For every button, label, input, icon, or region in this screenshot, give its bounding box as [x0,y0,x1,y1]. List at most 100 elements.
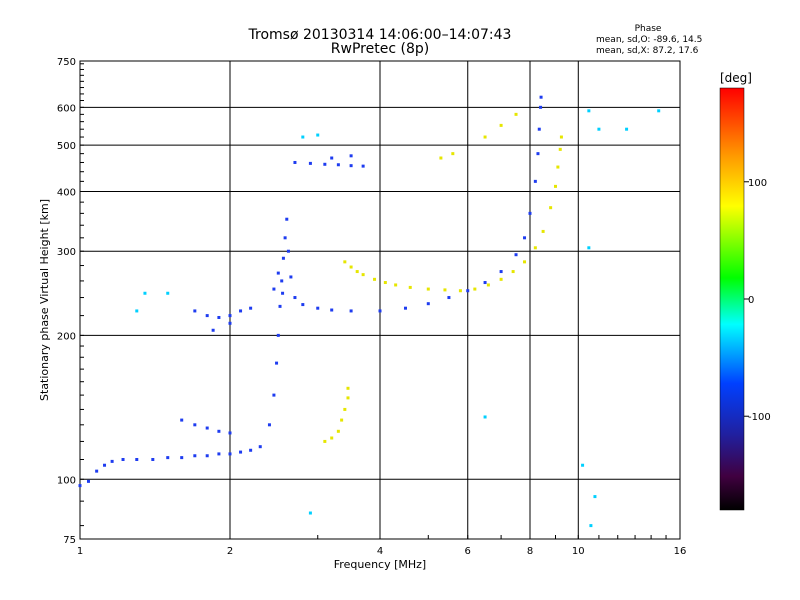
data-point [343,407,347,411]
data-point [272,287,276,291]
data-point [205,426,209,430]
data-point [625,127,629,131]
data-point [559,135,563,139]
data-point [587,109,591,113]
data-point [346,396,350,400]
data-point [549,206,553,210]
data-point [343,260,347,264]
data-point [308,511,312,515]
data-point [249,306,253,310]
data-point [447,296,451,300]
data-point [597,127,601,131]
data-point [349,265,353,269]
data-point [361,164,365,168]
data-point [483,415,487,419]
data-point [110,459,114,463]
colorbar-label: [deg] [720,71,752,85]
data-point [78,484,82,488]
x-tick-label: 1 [77,546,83,557]
data-point [211,328,215,332]
grid-lines [80,61,680,539]
data-point [239,450,243,454]
data-point [286,249,290,253]
y-tick-label: 200 [57,331,76,342]
data-point [280,279,284,283]
data-point [657,109,661,113]
data-point [330,156,334,160]
data-point [361,273,365,277]
data-point [217,315,221,319]
phase-stats-o: mean, sd,O: -89.6, 14.5 [596,35,702,45]
data-point [558,147,562,151]
x-tick-label: 4 [377,546,383,557]
data-point [514,253,518,257]
data-point [239,309,243,313]
data-point [383,281,387,285]
colorbar-tick-label: 0 [748,295,754,306]
data-point [528,211,532,215]
data-point [533,179,537,183]
data-point [135,309,139,313]
chart-title: Tromsø 20130314 14:06:00–14:07:43 [248,27,512,43]
data-point [593,495,597,499]
data-point [301,135,305,139]
y-tick-label: 100 [57,475,76,486]
colorbar-tick-label: 100 [748,178,767,189]
data-point [217,429,221,433]
data-point [281,256,285,260]
data-point [301,303,305,307]
data-point [289,275,293,279]
data-point [193,423,197,427]
data-point [180,418,184,422]
data-point [228,431,232,435]
data-point [316,306,320,310]
data-point [581,463,585,467]
data-point [276,271,280,275]
y-tick-label: 400 [57,187,76,198]
colorbar-tick-label: -100 [748,412,771,423]
data-point [166,291,170,295]
data-point [205,314,209,318]
data-point [499,123,503,127]
data-point [180,456,184,460]
data-point [426,287,430,291]
data-point [272,393,276,397]
data-point [275,361,279,365]
data-point [336,163,340,167]
x-tick-label: 6 [465,546,471,557]
data-point [553,184,557,188]
data-point [249,448,253,452]
data-point [86,479,90,483]
series-x-mode-trace [323,112,563,443]
y-tick-label: 300 [57,247,76,258]
data-point [217,452,221,456]
data-point [166,456,170,460]
data-point [403,306,407,310]
data-point [121,457,125,461]
y-tick-label: 75 [63,535,76,546]
y-axis-label: Stationary phase Virtual Height [km] [38,199,51,401]
data-point [330,308,334,312]
data-point [323,439,327,443]
data-point [443,288,447,292]
x-tick-label: 10 [572,546,585,557]
data-point [193,309,197,313]
data-point [330,436,334,440]
data-point [103,463,107,467]
data-point [267,423,271,427]
data-point [541,229,545,233]
data-point [373,277,377,281]
data-point [278,304,282,308]
data-point [135,457,139,461]
chart-subtitle: RwPretec (8p) [331,41,429,57]
data-point [499,277,503,281]
data-point [143,291,147,295]
data-point [293,160,297,164]
data-point [283,236,287,240]
data-point [228,452,232,456]
data-point [536,152,540,156]
data-point [285,217,289,221]
data-point [293,296,297,300]
